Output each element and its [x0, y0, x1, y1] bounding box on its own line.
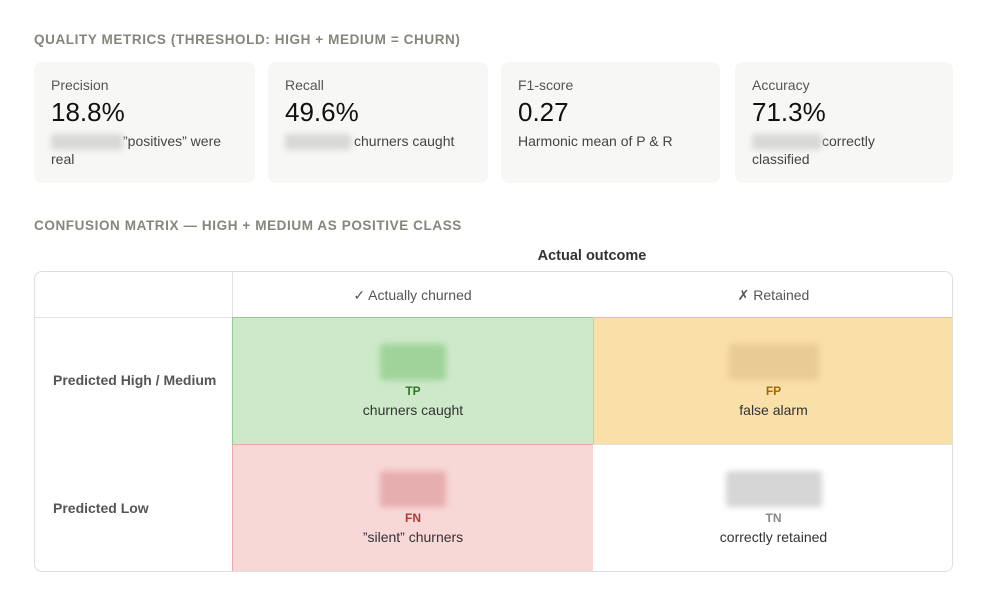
redacted	[380, 471, 446, 507]
column-header: ✗ Retained	[737, 287, 810, 303]
cell-caption: churners caught	[362, 402, 464, 418]
cell-code: TP	[405, 384, 421, 398]
metric-card: Recall 49.6% churners caught	[268, 62, 488, 183]
metric-value: 0.27	[518, 97, 569, 127]
redacted	[752, 134, 822, 151]
redacted	[728, 344, 819, 380]
section-title: QUALITY METRICS (THRESHOLD: HIGH + MEDIU…	[34, 32, 461, 47]
metric-label: Recall	[285, 77, 324, 93]
cell-caption: ”silent” churners	[362, 529, 464, 545]
redacted	[285, 134, 351, 151]
metric-note-text: ”positives” were real	[51, 133, 222, 168]
redacted	[725, 471, 822, 507]
cell-code: FN	[405, 511, 421, 525]
column-header: ✓ Actually churned	[353, 287, 472, 303]
metric-label: Accuracy	[752, 77, 810, 93]
metric-value: 18.8%	[51, 97, 125, 127]
metric-card: F1-score 0.27 Harmonic mean of P & R	[501, 62, 720, 183]
redacted	[380, 344, 446, 380]
cell-caption: correctly retained	[719, 529, 828, 545]
metric-label: F1-score	[518, 77, 574, 93]
metric-value: 71.3%	[752, 97, 826, 127]
row-header: Predicted Low	[53, 500, 149, 516]
matrix-cell: FN ”silent” churners	[232, 444, 594, 571]
redacted	[51, 134, 123, 151]
metric-note: churners caught	[285, 132, 471, 151]
divider	[232, 272, 233, 318]
row-header: Predicted High / Medium	[53, 372, 217, 388]
cell-caption: false alarm	[739, 402, 808, 418]
metric-note: Harmonic mean of P & R	[518, 133, 673, 149]
metric-note: correctly classified	[752, 132, 936, 168]
matrix-cell: TN correctly retained	[593, 444, 952, 571]
metric-value: 49.6%	[285, 97, 359, 127]
metric-card: Precision 18.8% ”positives” were real	[34, 62, 255, 183]
cell-code: TN	[765, 511, 782, 525]
metric-note-text: churners caught	[354, 133, 455, 149]
section-title: CONFUSION MATRIX — HIGH + MEDIUM AS POSI…	[34, 218, 462, 233]
metric-label: Precision	[51, 77, 109, 93]
column-group-header: Actual outcome	[537, 248, 647, 264]
metric-note: ”positives” were real	[51, 132, 238, 168]
matrix-cell: TP churners caught	[232, 317, 594, 445]
cell-code: FP	[765, 384, 782, 398]
confusion-matrix: ✓ Actually churned ✗ Retained Predicted …	[34, 271, 953, 572]
matrix-cell: FP false alarm	[593, 317, 952, 445]
metric-note-text: correctly classified	[752, 133, 875, 168]
metric-card: Accuracy 71.3% correctly classified	[735, 62, 953, 183]
